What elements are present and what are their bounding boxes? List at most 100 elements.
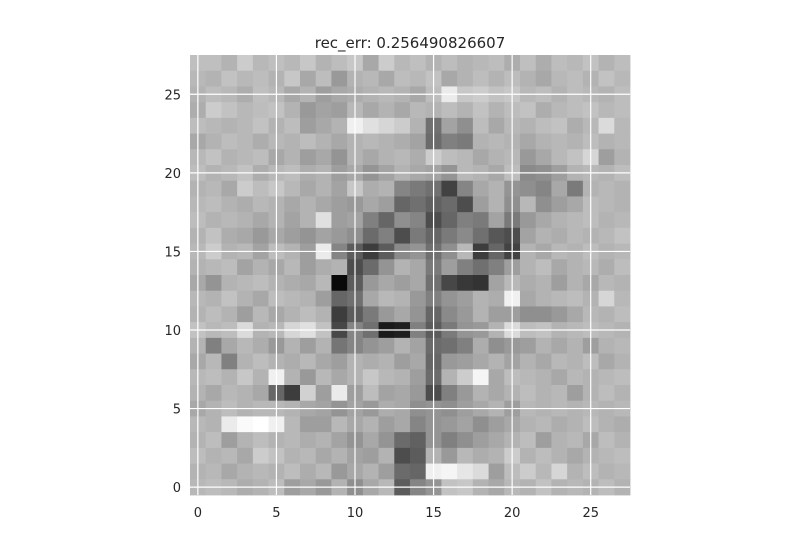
heatmap-cell — [535, 55, 552, 72]
heatmap-cell — [472, 369, 489, 386]
heatmap-cell — [284, 212, 301, 229]
heatmap-cell — [394, 416, 411, 433]
heatmap-cell — [614, 385, 631, 402]
heatmap-cell — [567, 432, 584, 449]
heatmap-cell — [205, 133, 222, 150]
heatmap-cell — [551, 416, 568, 433]
heatmap-cell — [221, 227, 238, 244]
heatmap-cell — [300, 212, 317, 229]
heatmap-cell — [300, 306, 317, 323]
heatmap-cell — [488, 133, 505, 150]
heatmap-cell — [457, 149, 474, 166]
heatmap-cell — [221, 259, 238, 276]
heatmap-cell — [300, 55, 317, 72]
heatmap-cell — [441, 259, 458, 276]
heatmap-cell — [598, 133, 615, 150]
heatmap-cell — [378, 212, 395, 229]
heatmap-cell — [252, 447, 269, 464]
heatmap-cell — [221, 149, 238, 166]
heatmap-cell — [488, 117, 505, 134]
heatmap-cell — [362, 196, 379, 213]
heatmap-cell — [284, 432, 301, 449]
heatmap-cell — [410, 290, 427, 307]
heatmap-cell — [410, 463, 427, 480]
heatmap-cell — [520, 259, 537, 276]
heatmap-cell — [567, 416, 584, 433]
heatmap-cell — [252, 227, 269, 244]
heatmap-cell — [410, 227, 427, 244]
heatmap-cell — [567, 447, 584, 464]
heatmap-cell — [598, 212, 615, 229]
heatmap-cell — [472, 227, 489, 244]
heatmap-cell — [237, 117, 254, 134]
y-tick-label: 20 — [164, 167, 181, 182]
heatmap-cell — [284, 259, 301, 276]
heatmap-cell — [614, 180, 631, 197]
x-tick-labels: 0 5 10 15 20 25 — [194, 506, 599, 521]
heatmap-cell — [598, 102, 615, 119]
heatmap-cell — [378, 385, 395, 402]
heatmap-cell — [520, 447, 537, 464]
heatmap-cell — [362, 416, 379, 433]
heatmap-cell — [300, 275, 317, 292]
heatmap-cell — [410, 196, 427, 213]
heatmap-cell — [315, 416, 332, 433]
heatmap-cell — [331, 70, 348, 87]
heatmap-cell — [284, 306, 301, 323]
heatmap-cell — [362, 275, 379, 292]
heatmap-cell — [614, 306, 631, 323]
heatmap-cell — [551, 149, 568, 166]
heatmap-cell — [567, 290, 584, 307]
heatmap-cell — [598, 227, 615, 244]
y-tick-label: 10 — [164, 324, 181, 339]
heatmap-cell — [331, 353, 348, 370]
heatmap-cell — [221, 306, 238, 323]
heatmap-cell — [331, 463, 348, 480]
heatmap-cell — [394, 102, 411, 119]
heatmap-cell — [394, 196, 411, 213]
heatmap-cell — [284, 196, 301, 213]
heatmap-cell — [520, 369, 537, 386]
heatmap-cell — [331, 117, 348, 134]
heatmap-cell — [410, 259, 427, 276]
heatmap-cell — [378, 259, 395, 276]
heatmap-cell — [205, 212, 222, 229]
heatmap-cell — [237, 149, 254, 166]
heatmap-cell — [614, 117, 631, 134]
heatmap-cell — [252, 369, 269, 386]
heatmap-cell — [378, 196, 395, 213]
heatmap-cell — [315, 133, 332, 150]
heatmap-cell — [520, 149, 537, 166]
heatmap-cell — [535, 463, 552, 480]
heatmap-cell — [237, 463, 254, 480]
heatmap-cell — [205, 369, 222, 386]
heatmap-cell — [567, 102, 584, 119]
heatmap-cell — [567, 259, 584, 276]
heatmap-cell — [598, 447, 615, 464]
heatmap-cell — [598, 463, 615, 480]
heatmap-cell — [394, 180, 411, 197]
heatmap-cell — [394, 337, 411, 354]
heatmap-cell — [614, 432, 631, 449]
heatmap-cell — [284, 369, 301, 386]
heatmap-cell — [300, 180, 317, 197]
heatmap-cell — [252, 196, 269, 213]
heatmap-cell — [410, 117, 427, 134]
heatmap-cell — [315, 196, 332, 213]
heatmap-cell — [472, 180, 489, 197]
heatmap-cell — [472, 196, 489, 213]
heatmap-cell — [410, 447, 427, 464]
heatmap-cell — [457, 416, 474, 433]
heatmap-cell — [410, 149, 427, 166]
heatmap-cell — [394, 117, 411, 134]
y-tick-labels: 0 5 10 15 20 25 — [164, 88, 181, 496]
heatmap-cell — [441, 447, 458, 464]
heatmap-cell — [472, 212, 489, 229]
heatmap-cell — [614, 70, 631, 87]
heatmap-cell — [378, 337, 395, 354]
x-tick-label: 15 — [425, 506, 442, 521]
heatmap-cell — [362, 463, 379, 480]
heatmap-cell — [614, 196, 631, 213]
heatmap-cell — [362, 447, 379, 464]
heatmap-cell — [221, 196, 238, 213]
